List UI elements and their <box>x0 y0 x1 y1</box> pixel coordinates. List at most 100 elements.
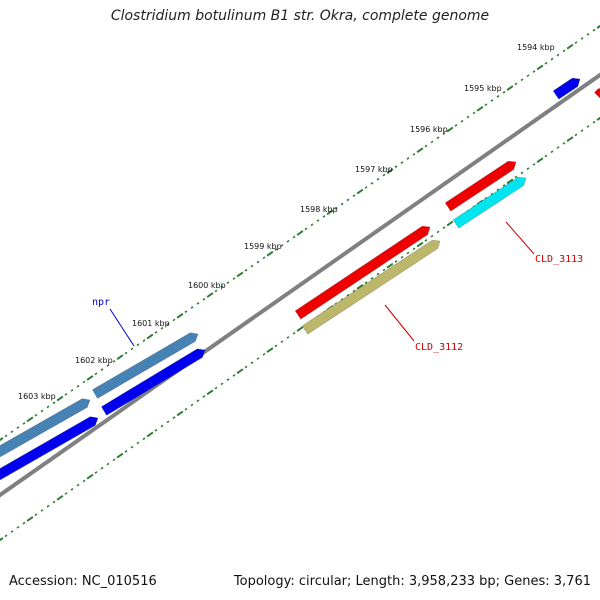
outer-tick <box>346 198 350 202</box>
outer-tick <box>586 32 590 36</box>
outer-tick <box>532 70 536 73</box>
gene-label: npr <box>92 297 110 308</box>
cds-feature <box>101 348 206 416</box>
inner-tick <box>26 516 34 522</box>
outer-tick <box>236 271 244 278</box>
inner-tick <box>376 272 380 276</box>
inner-tick <box>244 365 248 369</box>
inner-tick <box>220 382 224 386</box>
outer-tick <box>382 173 386 177</box>
inner-tick <box>94 471 98 474</box>
inner-tick <box>142 437 146 441</box>
inner-tick <box>256 357 260 360</box>
gene-label: CLD_3112 <box>415 342 463 353</box>
inner-tick <box>0 537 4 542</box>
outer-tick <box>46 405 50 409</box>
outer-tick <box>544 61 548 65</box>
inner-tick <box>4 534 8 538</box>
outer-tick <box>56 395 64 402</box>
outer-tick <box>86 375 94 381</box>
inner-tick <box>202 395 206 398</box>
outer-tick <box>250 264 254 268</box>
inner-tick <box>64 492 68 495</box>
npr-gene-feature <box>0 398 91 458</box>
outer-tick <box>400 161 404 164</box>
outer-tick <box>262 256 266 260</box>
inner-tick <box>154 428 158 432</box>
cds-feature <box>0 416 99 481</box>
tick-label: 1595 kbp <box>464 84 502 93</box>
outer-tick <box>116 354 124 361</box>
inner-tick <box>82 479 86 483</box>
inner-tick <box>172 416 176 419</box>
outer-tick <box>22 422 26 425</box>
inner-tick <box>274 344 278 348</box>
outer-tick <box>196 302 200 305</box>
inner-tick <box>566 136 574 142</box>
inner-tick <box>106 462 110 466</box>
tick-label: 1602 kbp <box>75 356 113 365</box>
outer-tick <box>566 43 574 50</box>
outer-tick <box>514 82 518 86</box>
tick-label: 1594 kbp <box>517 43 555 52</box>
inner-tick <box>502 184 506 187</box>
tick-label: 1603 kbp <box>18 392 56 401</box>
inner-tick <box>76 483 80 487</box>
outer-tick <box>536 64 544 71</box>
inner-tick <box>520 171 524 175</box>
inner-tick <box>16 525 20 529</box>
inner-tick <box>190 403 194 407</box>
outer-tick <box>76 384 80 388</box>
outer-tick <box>26 416 34 423</box>
outer-tick <box>52 401 56 405</box>
outer-tick <box>82 380 86 384</box>
outer-tick <box>124 351 128 355</box>
outer-tick <box>520 78 524 82</box>
outer-tick <box>226 281 230 285</box>
inner-tick <box>236 368 244 375</box>
cld3112-feature <box>294 225 431 320</box>
outer-tick <box>206 292 214 298</box>
outer-tick <box>214 289 218 293</box>
npr-gene-feature <box>92 332 199 399</box>
outer-tick <box>386 168 394 174</box>
inner-tick <box>356 283 364 290</box>
outer-tick <box>256 260 260 264</box>
outer-tick <box>454 124 458 127</box>
gene-label-leader <box>109 308 135 347</box>
inner-tick <box>536 157 544 164</box>
outer-tick <box>146 333 154 340</box>
outer-tick <box>334 206 338 210</box>
inner-tick <box>424 239 428 242</box>
inner-tick <box>232 374 236 377</box>
inner-tick <box>112 458 116 462</box>
inner-tick <box>296 326 304 332</box>
outer-tick <box>446 126 454 133</box>
outer-tick <box>394 165 398 169</box>
inner-tick <box>532 163 536 166</box>
inner-tick <box>166 420 170 424</box>
outer-tick <box>526 74 530 78</box>
inner-tick <box>412 247 416 251</box>
outer-tick <box>322 215 326 218</box>
outer-tick <box>130 347 134 351</box>
inner-tick <box>56 494 64 501</box>
outer-tick <box>596 24 600 29</box>
outer-tick <box>406 157 410 160</box>
inner-tick <box>340 298 344 301</box>
outer-tick <box>172 318 176 322</box>
outer-tick <box>166 322 170 326</box>
cds-feature <box>594 88 600 99</box>
gene-label: CLD_3113 <box>535 254 583 265</box>
outer-tick <box>232 277 236 280</box>
map-title: Clostridium botulinum B1 str. Okra, comp… <box>110 8 490 24</box>
inner-tick <box>160 424 164 428</box>
outer-tick <box>466 115 470 119</box>
inner-tick <box>262 352 266 356</box>
inner-tick <box>586 125 590 128</box>
tick-label: 1599 kbp <box>244 242 282 251</box>
outer-tick <box>280 244 284 247</box>
outer-tick <box>496 95 500 98</box>
inner-tick <box>574 133 578 137</box>
inner-tick <box>206 389 214 396</box>
